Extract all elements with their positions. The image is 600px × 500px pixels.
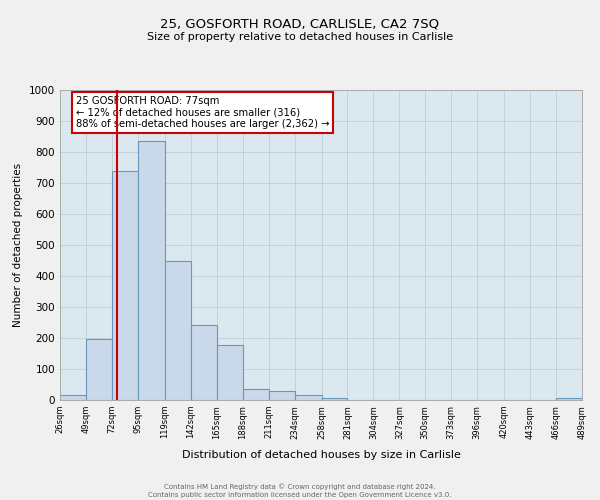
Text: 25 GOSFORTH ROAD: 77sqm
← 12% of detached houses are smaller (316)
88% of semi-d: 25 GOSFORTH ROAD: 77sqm ← 12% of detache… xyxy=(76,96,329,130)
Bar xyxy=(138,141,165,400)
Bar xyxy=(165,262,191,400)
Bar xyxy=(86,339,112,400)
Bar xyxy=(217,345,242,400)
X-axis label: Distribution of detached houses by size in Carlisle: Distribution of detached houses by size … xyxy=(182,450,460,460)
Bar xyxy=(322,398,347,400)
Bar xyxy=(556,398,582,400)
Bar xyxy=(269,392,295,400)
Text: Contains HM Land Registry data © Crown copyright and database right 2024.
Contai: Contains HM Land Registry data © Crown c… xyxy=(148,484,452,498)
Bar xyxy=(60,396,86,400)
Text: 25, GOSFORTH ROAD, CARLISLE, CA2 7SQ: 25, GOSFORTH ROAD, CARLISLE, CA2 7SQ xyxy=(160,18,440,30)
Bar xyxy=(191,325,217,400)
Bar xyxy=(242,389,269,400)
Text: Size of property relative to detached houses in Carlisle: Size of property relative to detached ho… xyxy=(147,32,453,42)
Y-axis label: Number of detached properties: Number of detached properties xyxy=(13,163,23,327)
Bar xyxy=(112,171,138,400)
Bar xyxy=(295,396,322,400)
